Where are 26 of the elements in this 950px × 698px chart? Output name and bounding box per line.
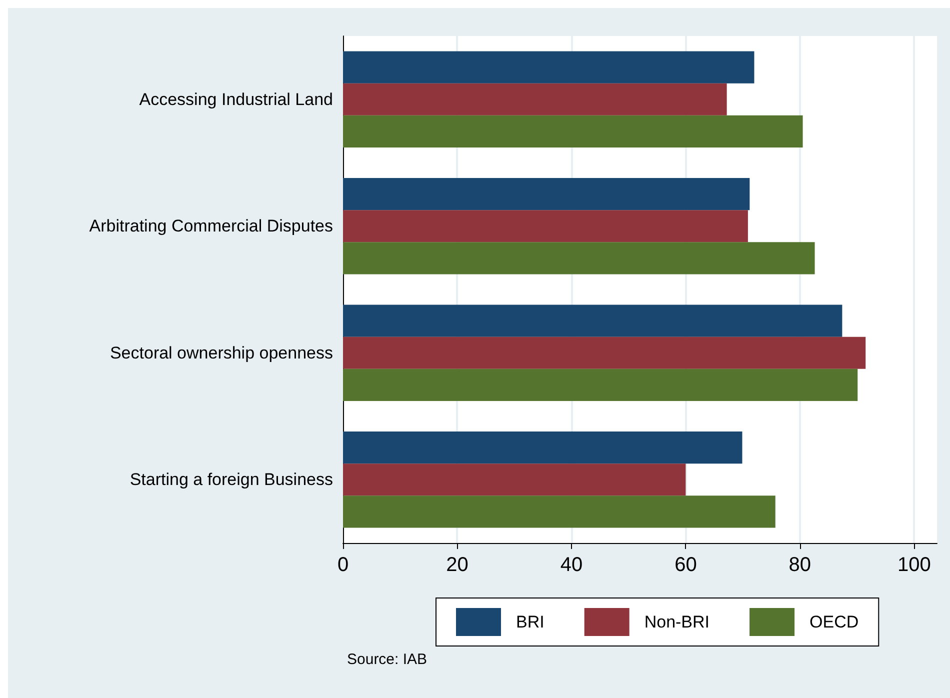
bar bbox=[343, 242, 815, 274]
bar bbox=[343, 115, 803, 148]
y-tick-label: Accessing Industrial Land bbox=[139, 90, 333, 109]
bar bbox=[343, 178, 750, 210]
bar bbox=[343, 431, 742, 464]
source-note: Source: IAB bbox=[347, 651, 428, 668]
bar bbox=[343, 464, 686, 496]
bar bbox=[343, 51, 754, 84]
x-tick-label: 40 bbox=[560, 554, 583, 576]
bar bbox=[343, 210, 748, 242]
x-tick-label: 100 bbox=[897, 554, 931, 576]
x-tick-label: 80 bbox=[788, 554, 812, 576]
legend-label: OECD bbox=[810, 612, 859, 632]
y-tick-label: Sectoral ownership openness bbox=[110, 343, 333, 362]
legend-label: Non-BRI bbox=[644, 612, 710, 632]
bar bbox=[343, 336, 866, 369]
x-tick-label: 60 bbox=[674, 554, 697, 576]
legend-label: BRI bbox=[516, 612, 544, 632]
x-tick-label: 20 bbox=[446, 554, 468, 576]
y-tick-label: Arbitrating Commercial Disputes bbox=[89, 216, 333, 236]
bar bbox=[343, 83, 727, 116]
x-tick-label: 0 bbox=[337, 554, 349, 576]
bar bbox=[343, 304, 842, 337]
bar bbox=[343, 368, 858, 402]
y-tick-label: Starting a foreign Business bbox=[130, 470, 333, 490]
bar bbox=[343, 496, 776, 528]
